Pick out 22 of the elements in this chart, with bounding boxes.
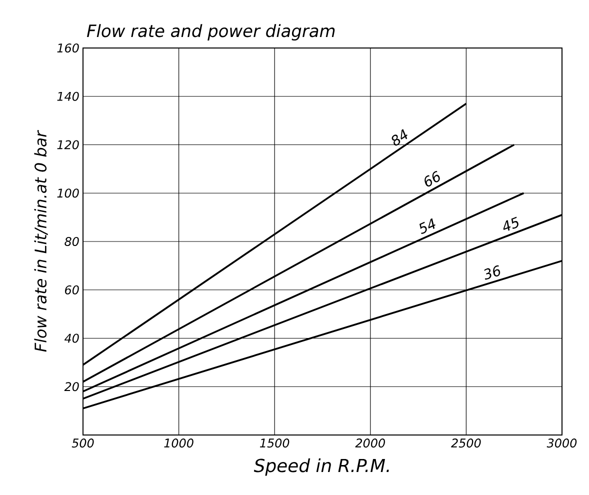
text: 66 (424, 170, 440, 187)
text: 36 (484, 265, 500, 280)
chart-title: Flow rate and power diagram (86, 24, 335, 40)
x-tick-label: 1000 (164, 438, 194, 448)
y-tick-label: 20 (64, 382, 79, 392)
x-tick-label: 1500 (260, 438, 290, 448)
x-tick-label: 3000 (546, 438, 577, 448)
y-tick-label: 80 (64, 236, 79, 246)
y-tick-label: 120 (57, 140, 79, 150)
text: 84 (392, 129, 408, 146)
y-tick-label: 140 (57, 92, 79, 101)
x-tick-label: 2000 (355, 438, 385, 448)
y-tick-label: 60 (65, 285, 79, 294)
x-tick-label: 500 (72, 438, 94, 448)
y-tick-label: 160 (57, 43, 79, 53)
y-tick-label: 40 (64, 334, 79, 343)
x-tick-label: 2500 (451, 438, 481, 448)
text: 54 (419, 218, 436, 234)
y-axis-title: Flow rate in Lit/min.at 0 bar (34, 130, 48, 352)
x-axis-title: Speed in R.P.M. (254, 458, 389, 476)
text: 45 (503, 216, 518, 231)
y-tick-label: 100 (57, 188, 79, 198)
